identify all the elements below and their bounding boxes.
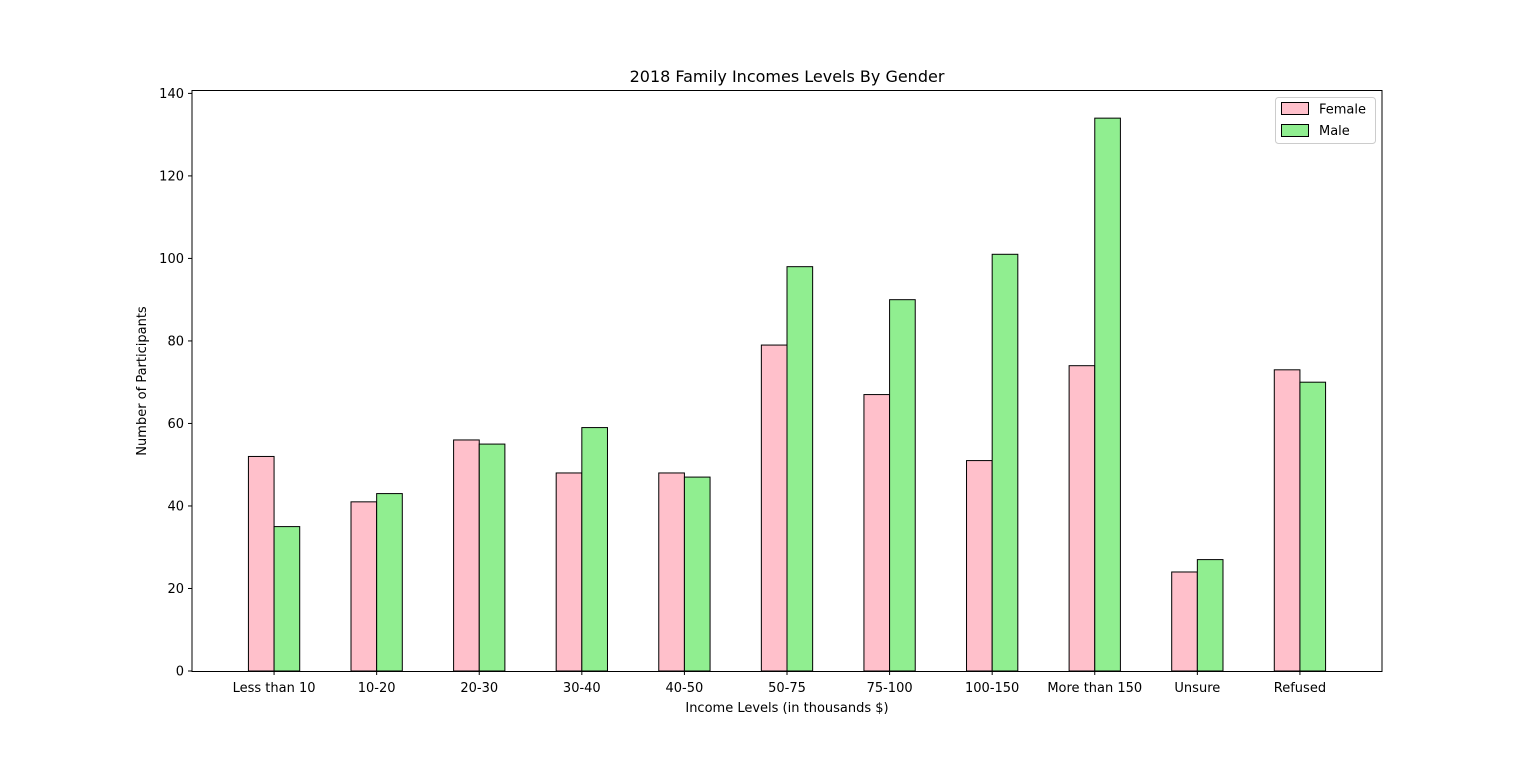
x-tick-label: Refused	[1274, 681, 1326, 696]
bar-male-8	[1094, 117, 1121, 672]
y-tick-label: 140	[159, 87, 184, 102]
bar-male-7	[991, 253, 1019, 672]
y-axis-label: Number of Participants	[135, 306, 150, 456]
y-tick-label: 100	[159, 252, 184, 267]
bar-female-0	[247, 455, 275, 672]
bar-female-1	[350, 501, 378, 672]
y-tick-label: 0	[176, 665, 184, 680]
x-tick-label: 10-20	[358, 681, 396, 696]
legend-swatch-male	[1281, 124, 1309, 137]
bar-female-2	[453, 439, 480, 672]
x-tick-label: More than 150	[1047, 681, 1142, 696]
x-tick-label: 40-50	[666, 681, 704, 696]
bar-male-2	[478, 443, 506, 672]
y-tick-label: 20	[167, 582, 184, 597]
y-axis: 0 20 40 60 80 100 120 140	[159, 87, 192, 680]
bar-male-10	[1299, 381, 1327, 672]
legend-label-female: Female	[1319, 103, 1366, 118]
x-tick-label: 100-150	[965, 681, 1019, 696]
bar-female-3	[555, 472, 583, 672]
bar-male-3	[581, 427, 608, 672]
bar-male-6	[889, 299, 916, 672]
bar-male-1	[376, 493, 403, 672]
x-tick-label: 30-40	[563, 681, 601, 696]
x-tick-label: 75-100	[867, 681, 913, 696]
bar-female-10	[1273, 369, 1301, 672]
y-tick-label: 60	[167, 417, 184, 432]
legend-swatch-female	[1281, 102, 1309, 115]
y-tick-label: 120	[159, 169, 184, 184]
x-tick-label: 50-75	[768, 681, 806, 696]
x-tick-label: Unsure	[1174, 681, 1220, 696]
legend-label-male: Male	[1319, 124, 1350, 139]
x-tick-label: Less than 10	[233, 681, 316, 696]
y-tick-label: 40	[167, 499, 184, 514]
bar-female-7	[966, 460, 993, 672]
x-axis-label: Income Levels (in thousands $)	[685, 701, 888, 716]
bar-female-4	[658, 472, 685, 672]
bar-male-4	[683, 476, 711, 672]
bar-male-0	[273, 526, 301, 672]
bars-layer	[247, 117, 1327, 672]
x-tick-label: 20-30	[460, 681, 498, 696]
chart-title: 2018 Family Incomes Levels By Gender	[630, 67, 945, 86]
x-axis: Less than 10 10-20 20-30 30-40 40-50 50-75 75-…	[233, 671, 1326, 696]
bar-female-6	[863, 394, 891, 672]
bar-male-5	[786, 266, 814, 672]
bar-male-9	[1196, 559, 1224, 672]
legend: Female Male	[1275, 97, 1376, 144]
bar-female-9	[1171, 571, 1198, 672]
bar-female-8	[1068, 365, 1096, 672]
y-tick-label: 80	[167, 334, 184, 349]
bar-female-5	[760, 344, 788, 672]
